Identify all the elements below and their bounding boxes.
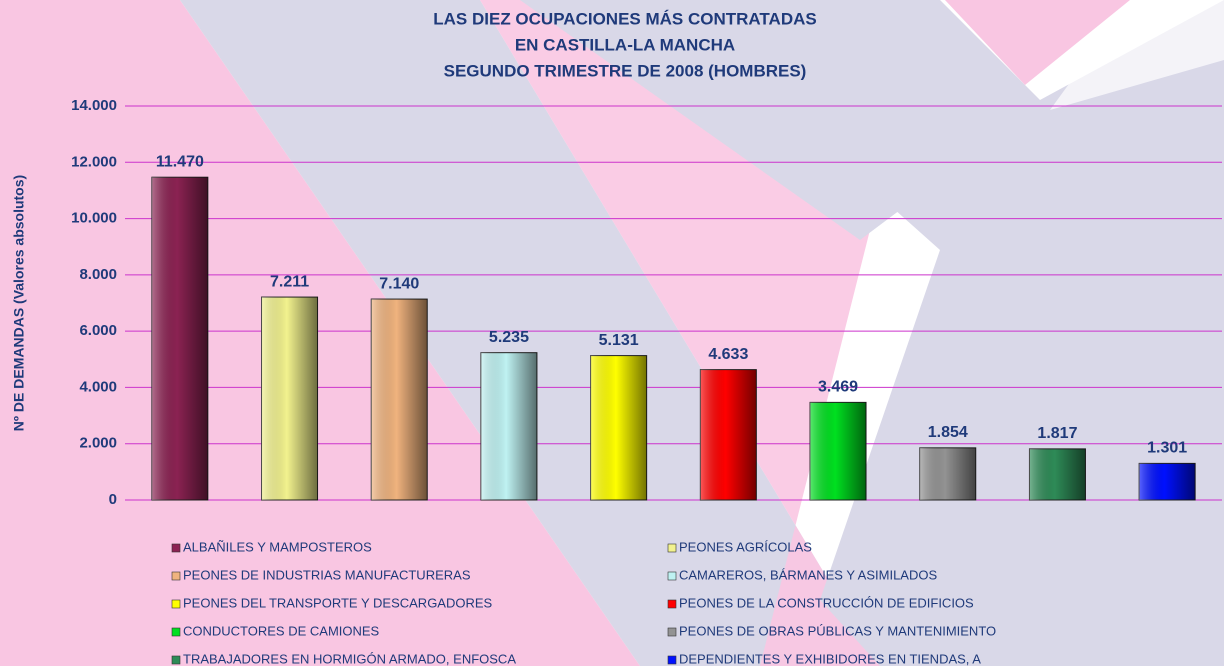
bar-shade — [919, 447, 976, 500]
bar-shade — [371, 299, 428, 500]
value-label: 4.633 — [708, 346, 748, 363]
value-label: 1.817 — [1037, 425, 1077, 442]
chart-title: SEGUNDO TRIMESTRE DE 2008 (HOMBRES) — [444, 61, 807, 80]
legend-swatch — [667, 655, 677, 665]
legend-label: CAMAREROS, BÁRMANES Y ASIMILADOS — [679, 567, 937, 582]
legend-swatch — [171, 543, 181, 553]
y-tick-label: 12.000 — [71, 153, 117, 170]
legend-label: PEONES DEL TRANSPORTE Y DESCARGADORES — [183, 595, 493, 610]
legend-label: TRABAJADORES EN HORMIGÓN ARMADO, ENFOSCA — [183, 651, 516, 666]
legend-swatch — [171, 627, 181, 637]
value-label: 5.235 — [489, 329, 529, 346]
legend-label: CONDUCTORES DE CAMIONES — [183, 623, 380, 638]
value-label: 11.470 — [156, 153, 204, 170]
legend-swatch — [171, 571, 181, 581]
bar-shade — [1139, 463, 1196, 500]
bar-shade — [700, 369, 757, 500]
bar-shade — [261, 297, 318, 500]
y-tick-label: 10.000 — [71, 210, 117, 227]
bar-shade — [590, 355, 647, 500]
legend-label: DEPENDIENTES Y EXHIBIDORES EN TIENDAS, A — [679, 651, 981, 666]
y-tick-label: 8.000 — [79, 266, 117, 283]
legend-swatch — [667, 571, 677, 581]
y-tick-label: 14.000 — [71, 97, 117, 114]
legend-label: PEONES DE OBRAS PÚBLICAS Y MANTENIMIENTO — [679, 623, 996, 638]
y-axis-label: Nº DE DEMANDAS (Valores absolutos) — [11, 175, 27, 431]
legend-swatch — [667, 543, 677, 553]
chart-title: LAS DIEZ OCUPACIONES MÁS CONTRATADAS — [433, 9, 816, 28]
y-tick-label: 2.000 — [79, 435, 117, 452]
value-label: 1.854 — [928, 424, 968, 441]
y-tick-label: 6.000 — [79, 322, 117, 339]
value-label: 5.131 — [599, 332, 639, 349]
legend-swatch — [667, 627, 677, 637]
value-label: 7.211 — [270, 273, 309, 290]
value-label: 3.469 — [818, 379, 858, 396]
y-tick-label: 0 — [109, 491, 117, 508]
bar-shade — [480, 352, 537, 500]
value-label: 7.140 — [379, 275, 419, 292]
bar-shade — [1029, 448, 1086, 500]
chart-title: EN CASTILLA-LA MANCHA — [515, 35, 735, 54]
value-label: 1.301 — [1147, 440, 1187, 457]
legend-label: PEONES DE LA CONSTRUCCIÓN DE EDIFICIOS — [679, 595, 974, 610]
legend-label: PEONES AGRÍCOLAS — [679, 539, 812, 554]
y-tick-label: 4.000 — [79, 378, 117, 395]
legend-label: PEONES DE INDUSTRIAS MANUFACTURERAS — [183, 567, 471, 582]
legend-swatch — [171, 655, 181, 665]
bar-shade — [151, 177, 208, 501]
legend-label: ALBAÑILES Y MAMPOSTEROS — [183, 539, 372, 554]
legend-swatch — [171, 599, 181, 609]
bar-shade — [810, 402, 867, 500]
legend-swatch — [667, 599, 677, 609]
